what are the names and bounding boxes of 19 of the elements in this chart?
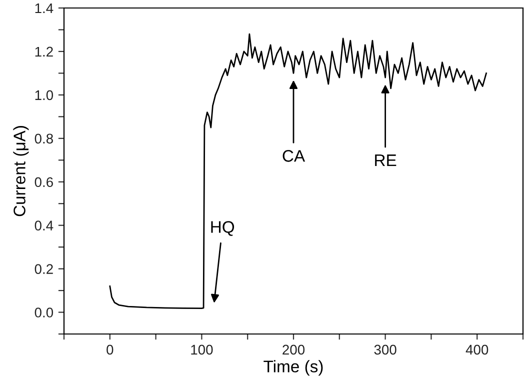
x-tick-label: 300	[374, 344, 396, 355]
x-tick-label: 200	[282, 344, 305, 355]
x-axis-title: Time (s)	[264, 360, 323, 376]
y-tick-label: 0.0	[34, 308, 54, 318]
y-tick-label: 1.0	[35, 90, 54, 100]
y-tick-label: 1.2	[35, 46, 53, 56]
x-tick-label: 400	[466, 344, 488, 355]
y-tick-label: 0.4	[34, 220, 54, 231]
y-tick-label: 0.6	[34, 177, 53, 188]
y-tick-label: 0.2	[34, 264, 53, 274]
y-axis-title: Current (μA)	[13, 126, 29, 216]
annotation: RE	[375, 154, 396, 166]
line-series	[109, 33, 487, 310]
x-tick-label: 100	[191, 344, 213, 355]
y-tick-label: 1.4	[35, 3, 54, 14]
annotation: CA	[282, 150, 306, 162]
annotation: HQ	[211, 221, 234, 236]
y-tick-label: 0.8	[34, 134, 53, 144]
x-tick-label: 0	[106, 344, 114, 355]
